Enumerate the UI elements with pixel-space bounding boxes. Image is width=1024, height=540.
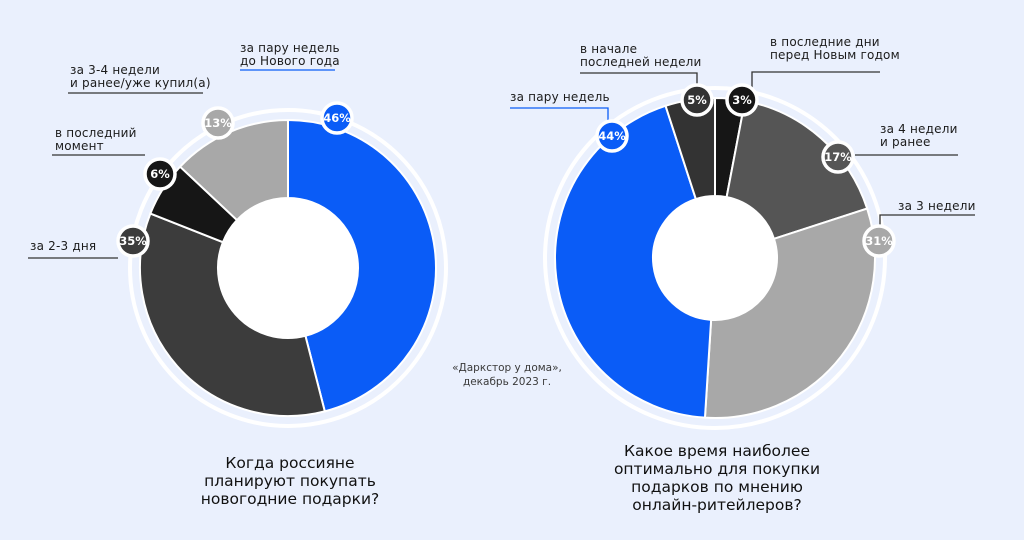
chart-question: Когда россияне: [225, 454, 354, 472]
leader-line: [751, 71, 880, 88]
percent-badge: [725, 83, 759, 117]
percent-label: 17%: [824, 150, 852, 164]
chart-question: подарков по мнению: [631, 478, 803, 496]
percent-badge: [862, 224, 896, 258]
outer-ring: [543, 86, 887, 430]
slice-label: перед Новым годом: [770, 48, 900, 62]
percent-badge: [595, 119, 629, 153]
slice-label: в последние дни: [770, 35, 880, 49]
percent-label: 5%: [687, 93, 707, 107]
percent-badge: [143, 157, 177, 191]
slice-label: и ранее/уже купил(а): [70, 76, 211, 90]
slice-label: за 4 недели: [880, 122, 958, 136]
leader-line: [879, 214, 975, 226]
chart-question: планируют покупать: [204, 472, 376, 490]
percent-badge: [201, 106, 235, 140]
slice-label: последней недели: [580, 55, 702, 69]
percent-label: 3%: [732, 93, 752, 107]
percent-badge: [320, 101, 354, 135]
percent-badge: [680, 83, 714, 117]
chart-question: Какое время наиболее: [624, 442, 810, 460]
percent-label: 35%: [119, 234, 147, 248]
source-line-2: декабрь 2023 г.: [463, 376, 551, 388]
percent-label: 44%: [598, 129, 626, 143]
percent-badge: [116, 224, 150, 258]
percent-badge: [821, 140, 855, 174]
slice-label: и ранее: [880, 135, 931, 149]
slice-label: до Нового года: [240, 54, 340, 68]
donut-hole: [218, 198, 358, 338]
percent-label: 6%: [150, 167, 170, 181]
chart-question: онлайн-ритейлеров?: [632, 496, 802, 514]
leader-line: [510, 107, 609, 120]
slice-label: за 2-3 дня: [30, 239, 96, 253]
slice-label: за пару недель: [510, 90, 610, 104]
source-line-1: «Даркстор у дома»,: [452, 362, 562, 374]
chart-question: новогодние подарки?: [201, 490, 380, 508]
slice-label: за пару недель: [240, 41, 340, 55]
percent-label: 31%: [865, 234, 893, 248]
slice-label: за 3 недели: [898, 199, 976, 213]
slice-label: момент: [55, 139, 104, 153]
slice-label: в начале: [580, 42, 637, 56]
source-note: «Даркстор у дома», декабрь 2023 г.: [452, 362, 562, 388]
percent-label: 46%: [323, 111, 351, 125]
leader-line: [580, 72, 698, 86]
slice-label: в последний: [55, 126, 137, 140]
donut-hole: [653, 196, 777, 320]
outer-ring: [128, 108, 448, 428]
chart-question: оптимально для покупки: [614, 460, 820, 478]
slice-label: за 3-4 недели: [70, 63, 160, 77]
percent-label: 13%: [204, 116, 232, 130]
